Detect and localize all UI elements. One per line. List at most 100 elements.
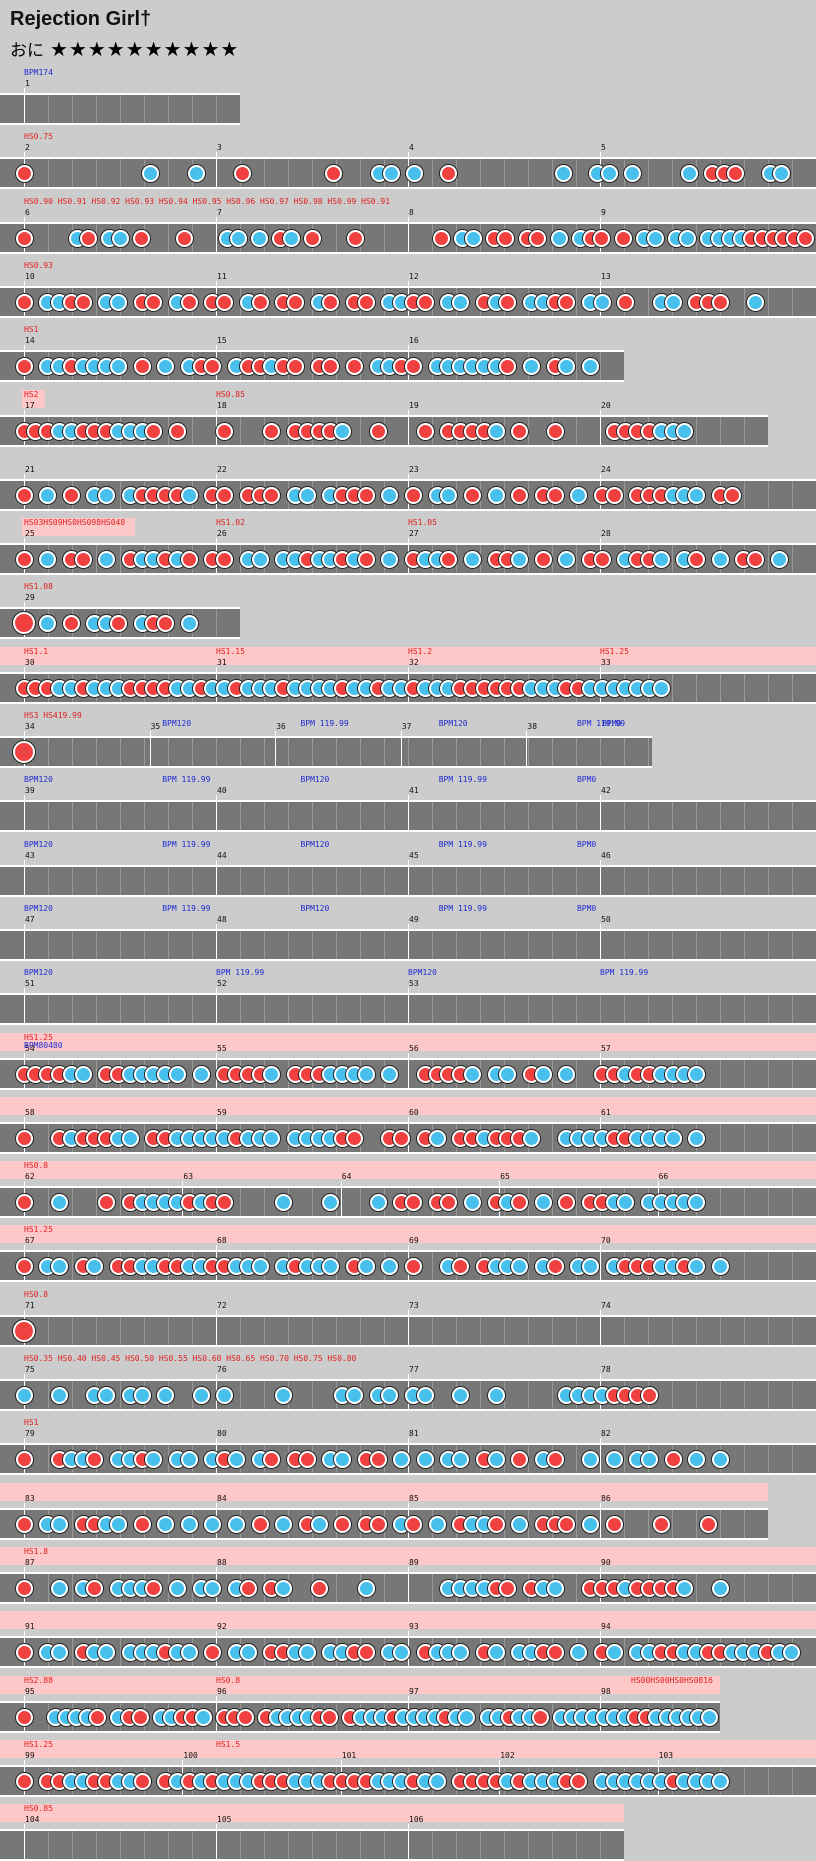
beat-line — [504, 867, 505, 895]
don-note — [346, 358, 363, 375]
ka-note — [263, 1130, 280, 1147]
ka-note — [145, 1451, 162, 1468]
measure-number: 58 — [25, 1108, 35, 1117]
ka-note — [16, 1387, 33, 1404]
beat-line — [96, 288, 97, 316]
beat-line — [312, 1317, 313, 1345]
measure-number: 6 — [25, 208, 30, 217]
beat-line — [768, 1767, 769, 1795]
beat-line — [240, 1188, 241, 1216]
don-note — [287, 294, 304, 311]
beat-line — [336, 867, 337, 895]
beat-line — [624, 931, 625, 959]
measure-number: 106 — [409, 1815, 424, 1824]
beat-line — [48, 867, 49, 895]
don-note — [86, 1451, 103, 1468]
beat-line — [576, 738, 577, 766]
chart-row: 10 11 12 13 HS0.93 — [0, 261, 816, 318]
beat-line — [720, 995, 721, 1023]
ka-note — [647, 230, 664, 247]
don-note — [16, 1258, 33, 1275]
beat-line — [168, 288, 169, 316]
measure-number: 32 — [409, 658, 419, 667]
ka-note — [452, 294, 469, 311]
chart-row: 91 92 93 94 — [0, 1611, 816, 1668]
chart-row: 75 76 77 78 HS0.35 HS0.40 HS0.45 HS0.50 HS0.… — [0, 1354, 816, 1411]
ka-note — [458, 1709, 475, 1726]
beat-line — [48, 224, 49, 252]
scroll-highlight — [0, 1097, 816, 1115]
beat-line — [264, 802, 265, 830]
beat-line — [168, 1317, 169, 1345]
beat-line — [312, 1831, 313, 1859]
ka-note — [688, 487, 705, 504]
chart-row: 2 3 4 5 HS0.75 — [0, 132, 816, 189]
scroll-label: HS1.15 — [216, 647, 245, 656]
ka-note — [594, 294, 611, 311]
beat-line — [624, 802, 625, 830]
beat-line — [624, 1445, 625, 1473]
beat-line — [744, 288, 745, 316]
measure-number: 47 — [25, 915, 35, 924]
beat-line — [768, 288, 769, 316]
scroll-label: HS00HS00HS0HS0816 — [631, 1676, 713, 1685]
measure-number: 76 — [217, 1365, 227, 1374]
beat-line — [432, 867, 433, 895]
beat-line — [432, 995, 433, 1023]
ka-note — [393, 1644, 410, 1661]
don-note — [452, 1258, 469, 1275]
beat-line — [264, 867, 265, 895]
measure-bar — [24, 860, 25, 896]
beat-line — [576, 802, 577, 830]
measure-bar — [408, 1310, 409, 1346]
chart-row: 6 7 8 9 HS0.90 HS0.91 HS0.92 HS0.93 HS0.94 H… — [0, 197, 816, 254]
beat-line — [48, 159, 49, 187]
beat-line — [456, 738, 457, 766]
beat-line — [552, 995, 553, 1023]
ka-note — [39, 551, 56, 568]
beat-line — [528, 1831, 529, 1859]
ka-note — [665, 294, 682, 311]
measure-number: 42 — [601, 786, 611, 795]
beat-line — [192, 802, 193, 830]
ka-note — [381, 487, 398, 504]
beat-line — [744, 674, 745, 702]
ka-note — [181, 615, 198, 632]
bpm-label: BPM120 — [24, 904, 53, 913]
ka-note — [381, 1387, 398, 1404]
beat-line — [792, 1188, 793, 1216]
ka-note — [51, 1194, 68, 1211]
bpm-label: BPM 119.99 — [438, 775, 487, 784]
bpm-label: BPM 119.99 — [576, 719, 626, 728]
beat-line — [168, 224, 169, 252]
beat-line — [480, 1831, 481, 1859]
beat-line — [624, 1510, 625, 1538]
beat-line — [744, 1188, 745, 1216]
beat-line — [312, 738, 313, 766]
chart-row: 30 31 32 33 HS1.1 HS1.15 HS1.2 HS1.25 — [0, 647, 816, 704]
scroll-label: HS1.2 — [408, 647, 433, 656]
ka-note — [688, 1066, 705, 1083]
bpm-label: BPM 119.99 — [162, 775, 211, 784]
beat-line — [360, 417, 361, 445]
don-note — [700, 1516, 717, 1533]
beat-line — [264, 159, 265, 187]
ka-note — [558, 358, 575, 375]
ka-note — [582, 1258, 599, 1275]
don-note — [216, 551, 233, 568]
don-note — [511, 1194, 528, 1211]
beat-line — [504, 802, 505, 830]
scroll-label: HS1.25 — [600, 647, 629, 656]
measure-number: 67 — [25, 1236, 35, 1245]
measure-bar — [216, 1824, 217, 1860]
measure-bar — [408, 217, 409, 253]
don-note — [417, 423, 434, 440]
beat-line — [240, 1381, 241, 1409]
beat-line — [48, 802, 49, 830]
chart-row: 79 80 81 82 HS1 — [0, 1418, 816, 1475]
beat-line — [288, 995, 289, 1023]
measure-number: 98 — [601, 1687, 611, 1696]
ka-note — [370, 1194, 387, 1211]
measure-number: 100 — [183, 1751, 198, 1760]
beat-line — [72, 802, 73, 830]
